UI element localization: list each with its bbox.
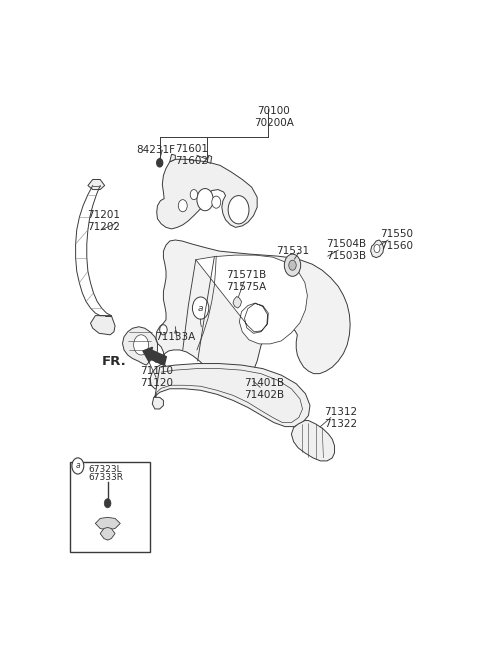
Polygon shape bbox=[170, 155, 175, 162]
Circle shape bbox=[190, 189, 198, 200]
Polygon shape bbox=[150, 240, 350, 389]
Polygon shape bbox=[207, 155, 212, 163]
Circle shape bbox=[284, 254, 300, 276]
Text: 71401B
71402B: 71401B 71402B bbox=[244, 378, 284, 400]
Circle shape bbox=[157, 159, 163, 167]
Polygon shape bbox=[100, 527, 115, 540]
Text: a: a bbox=[198, 303, 204, 312]
Circle shape bbox=[374, 244, 380, 253]
Circle shape bbox=[228, 196, 249, 224]
Text: 71133A: 71133A bbox=[155, 332, 195, 342]
Text: 71601
71602: 71601 71602 bbox=[176, 144, 208, 166]
Polygon shape bbox=[152, 364, 310, 426]
Text: 71201
71202: 71201 71202 bbox=[87, 210, 120, 232]
Circle shape bbox=[212, 196, 221, 208]
Circle shape bbox=[137, 340, 145, 350]
Polygon shape bbox=[371, 240, 384, 257]
Polygon shape bbox=[96, 517, 120, 530]
Polygon shape bbox=[291, 421, 335, 461]
Text: 71312
71322: 71312 71322 bbox=[324, 407, 358, 428]
Polygon shape bbox=[122, 327, 157, 365]
Polygon shape bbox=[91, 316, 115, 335]
Text: 84231F: 84231F bbox=[136, 145, 176, 155]
Circle shape bbox=[178, 200, 187, 212]
Text: 67323L: 67323L bbox=[88, 465, 121, 474]
Circle shape bbox=[192, 297, 209, 319]
Polygon shape bbox=[156, 159, 257, 229]
Circle shape bbox=[160, 325, 167, 335]
Text: 71550
71560: 71550 71560 bbox=[380, 229, 413, 251]
Text: 71504B
71503B: 71504B 71503B bbox=[325, 239, 366, 261]
Polygon shape bbox=[88, 179, 105, 189]
Text: 71571B
71575A: 71571B 71575A bbox=[226, 271, 266, 292]
Circle shape bbox=[197, 189, 213, 211]
FancyBboxPatch shape bbox=[71, 462, 150, 552]
Circle shape bbox=[72, 458, 84, 474]
Text: 70100
70200A: 70100 70200A bbox=[254, 106, 294, 128]
Text: FR.: FR. bbox=[102, 354, 126, 367]
Text: 67333R: 67333R bbox=[88, 472, 123, 481]
Circle shape bbox=[104, 498, 111, 508]
Text: 71110
71120: 71110 71120 bbox=[140, 366, 173, 388]
Circle shape bbox=[133, 335, 148, 355]
Text: 71531: 71531 bbox=[276, 246, 309, 256]
Text: a: a bbox=[75, 461, 80, 470]
Polygon shape bbox=[233, 297, 241, 308]
FancyArrow shape bbox=[143, 347, 167, 365]
Circle shape bbox=[289, 260, 296, 271]
Polygon shape bbox=[196, 255, 307, 344]
